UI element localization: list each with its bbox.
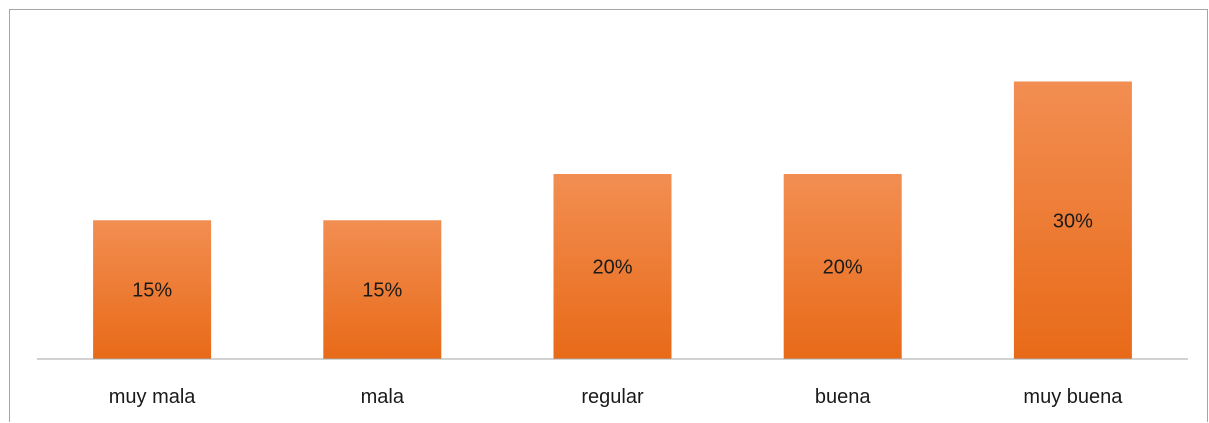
category-labels-group: muy mala mala regular buena muy buena xyxy=(109,386,1123,408)
bar-mala xyxy=(323,220,442,359)
category-label-regular: regular xyxy=(581,386,644,408)
bar-buena xyxy=(783,174,902,359)
data-label-buena: 20% xyxy=(823,257,863,279)
chart-frame xyxy=(9,9,1208,422)
bar-muy-mala xyxy=(93,220,212,359)
category-label-muy-buena: muy buena xyxy=(1023,386,1123,408)
category-label-mala: mala xyxy=(361,386,405,408)
category-label-buena: buena xyxy=(815,386,871,408)
bar-muy-buena xyxy=(1013,81,1132,359)
data-label-regular: 20% xyxy=(592,257,632,279)
bars-group xyxy=(93,81,1132,359)
data-label-muy-buena: 30% xyxy=(1053,210,1093,232)
data-label-mala: 15% xyxy=(362,280,402,302)
category-label-muy-mala: muy mala xyxy=(109,386,197,408)
data-labels-group: 15% 15% 20% 20% 30% xyxy=(132,210,1093,301)
bar-regular xyxy=(553,174,672,359)
data-label-muy-mala: 15% xyxy=(132,280,172,302)
